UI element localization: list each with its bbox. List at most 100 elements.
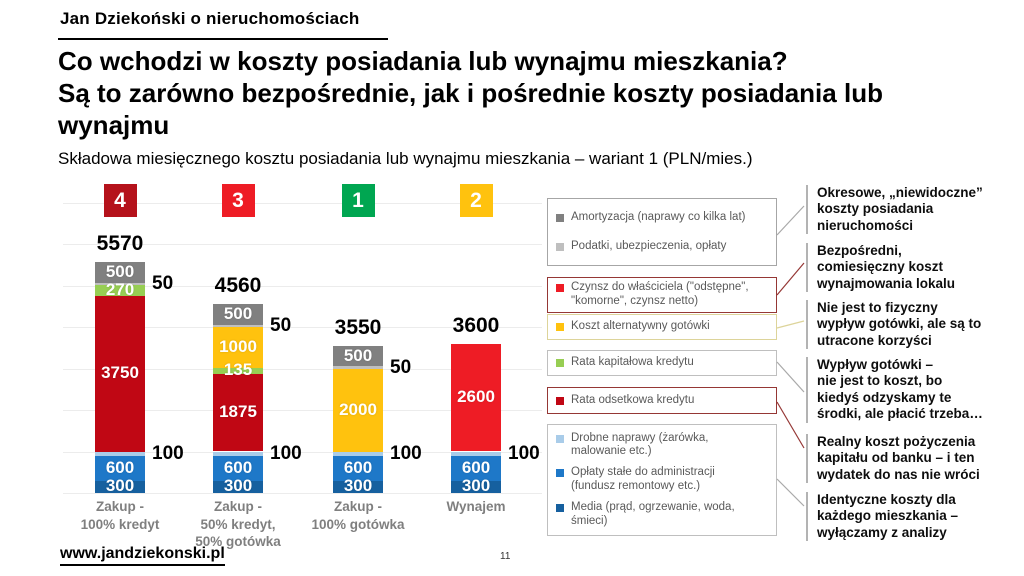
gridline (63, 285, 542, 287)
podatki-swatch-icon (556, 242, 564, 251)
segment-value-callout: 100 (152, 442, 184, 464)
chart-subtitle: Składowa miesięcznego kosztu posiadania … (58, 149, 753, 168)
legend-item-label: Czynsz do właściciela ("odstępne", "komo… (571, 281, 749, 307)
legend-item-label: Opłaty stałe do administracji (fundusz r… (571, 466, 715, 492)
oplaty_stale-swatch-icon (556, 469, 564, 478)
gridline (63, 368, 542, 370)
bar-total-label: 4560 (214, 273, 262, 297)
segment-value-callout: 50 (270, 314, 292, 336)
bar-segment-amortyzacja (213, 303, 263, 325)
bar-segment-amortyzacja (95, 261, 145, 283)
bar-segment-drobne_naprawy (95, 451, 145, 456)
legend-box: Rata odsetkowa kredytu (547, 387, 777, 414)
bar-segment-podatki (95, 282, 145, 285)
website-link[interactable]: www.jandziekonski.pl (60, 545, 225, 566)
brand-header: Jan Dziekoński o nieruchomościach (60, 9, 360, 28)
legend-item-label: Media (prąd, ogrzewanie, woda, śmieci) (571, 500, 735, 527)
bar-total-label: 3600 (452, 313, 500, 337)
bar-segment-koszt_alternatywny (213, 326, 263, 369)
bar-segment-drobne_naprawy (213, 451, 263, 456)
legend-box: Czynsz do właściciela ("odstępne", "komo… (547, 277, 777, 313)
bar-segment-drobne_naprawy (451, 451, 501, 456)
brand-underline (58, 38, 388, 40)
legend-item-label: Rata odsetkowa kredytu (571, 393, 695, 406)
gridline (63, 202, 542, 204)
rank-badge: 4 (103, 184, 137, 217)
czynsz-swatch-icon (556, 284, 564, 293)
bar-segment-rata_odsetkowa (213, 373, 263, 452)
legend-item-label: Drobne naprawy (żarówka, malowanie etc.) (571, 431, 709, 458)
gridline (63, 493, 542, 494)
bar-segment-koszt_alternatywny (333, 368, 383, 452)
bar-category-label: Wynajem (446, 499, 506, 514)
bar-category-label: Zakup - 50% kredyt, 50% gotówka (195, 499, 281, 550)
segment-value-callout: 100 (390, 442, 422, 464)
legend-item-rata_odsetkowa: Rata odsetkowa kredytu (556, 394, 768, 408)
page-title: Co wchodzi w koszty posiadania lub wynaj… (58, 46, 883, 141)
media-swatch-icon (556, 503, 564, 512)
bar-segment-media (333, 480, 383, 493)
annotation-note: Realny koszt pożyczenia kapitału od bank… (806, 434, 1018, 484)
legend-item-label: Koszt alternatywny gotówki (571, 320, 710, 333)
bar-segment-rata_kapitalowa (213, 368, 263, 374)
annotation-note: Identyczne koszty dla każdego mieszkania… (806, 492, 1018, 542)
annotation-note: Okresowe, „niewidoczne” koszty posiadani… (806, 185, 1018, 235)
legend-item-rata_kapitalowa: Rata kapitałowa kredytu (556, 356, 768, 370)
bar-segment-oplaty_stale (95, 455, 145, 481)
bar-segment-podatki (333, 366, 383, 369)
legend-item-czynsz: Czynsz do właściciela ("odstępne", "komo… (556, 281, 768, 309)
segment-value-callout: 50 (152, 272, 174, 294)
bar-segment-oplaty_stale (451, 455, 501, 481)
legend-item-koszt_alternatywny: Koszt alternatywny gotówki (556, 320, 768, 334)
legend-item-label: Podatki, ubezpieczenia, opłaty (571, 239, 727, 252)
bar-segment-amortyzacja (333, 345, 383, 367)
bar-total-label: 3550 (334, 315, 382, 339)
legend-box: Drobne naprawy (żarówka, malowanie etc.)… (547, 424, 777, 536)
legend-item-label: Amortyzacja (naprawy co kilka lat) (571, 210, 746, 223)
gridline (63, 244, 542, 245)
bar-segment-rata_kapitalowa (95, 284, 145, 296)
rata_odsetkowa-swatch-icon (556, 396, 564, 405)
page-number: 11 (500, 551, 511, 562)
legend-box: Amortyzacja (naprawy co kilka lat) Podatk… (547, 198, 777, 266)
bar-total-label: 5570 (96, 231, 144, 255)
bar-segment-oplaty_stale (333, 455, 383, 481)
gridline (63, 327, 542, 328)
bar-segment-media (213, 480, 263, 493)
gridline (63, 410, 542, 411)
segment-value-callout: 100 (270, 442, 302, 464)
segment-value-callout: 50 (390, 356, 412, 378)
bar-segment-drobne_naprawy (333, 451, 383, 456)
legend-box: Koszt alternatywny gotówki (547, 314, 777, 340)
legend-item-drobne_naprawy: Drobne naprawy (żarówka, malowanie etc.) (556, 432, 768, 460)
amortyzacja-swatch-icon (556, 213, 564, 222)
legend-item-oplaty_stale: Opłaty stałe do administracji (fundusz r… (556, 466, 768, 494)
koszt_alternatywny-swatch-icon (556, 323, 564, 332)
gridline (63, 451, 542, 453)
bar-segment-czynsz (451, 343, 501, 452)
bar-segment-rata_odsetkowa (95, 295, 145, 452)
rank-badge: 3 (221, 184, 255, 217)
bar-segment-oplaty_stale (213, 455, 263, 481)
rank-badge: 2 (459, 184, 493, 217)
rata_kapitalowa-swatch-icon (556, 359, 564, 368)
bar-category-label: Zakup - 100% gotówka (311, 499, 405, 532)
bar-segment-podatki (213, 324, 263, 327)
annotation-note: Wypływ gotówki – nie jest to koszt, bo k… (806, 357, 1018, 423)
legend-item-amortyzacja: Amortyzacja (naprawy co kilka lat) (556, 211, 768, 225)
legend-item-media: Media (prąd, ogrzewanie, woda, śmieci) (556, 501, 768, 529)
rank-badge: 1 (341, 184, 375, 217)
annotation-note: Nie jest to fizyczny wypływ gotówki, ale… (806, 300, 1018, 350)
legend-item-label: Rata kapitałowa kredytu (571, 356, 694, 369)
segment-value-callout: 100 (508, 442, 540, 464)
bar-segment-media (95, 480, 145, 493)
bar-segment-media (451, 480, 501, 493)
legend-item-podatki: Podatki, ubezpieczenia, opłaty (556, 240, 768, 254)
bar-category-label: Zakup - 100% kredyt (80, 499, 160, 532)
drobne_naprawy-swatch-icon (556, 434, 564, 443)
annotation-note: Bezpośredni, comiesięczny koszt wynajmow… (806, 243, 1018, 293)
legend-box: Rata kapitałowa kredytu (547, 350, 777, 376)
